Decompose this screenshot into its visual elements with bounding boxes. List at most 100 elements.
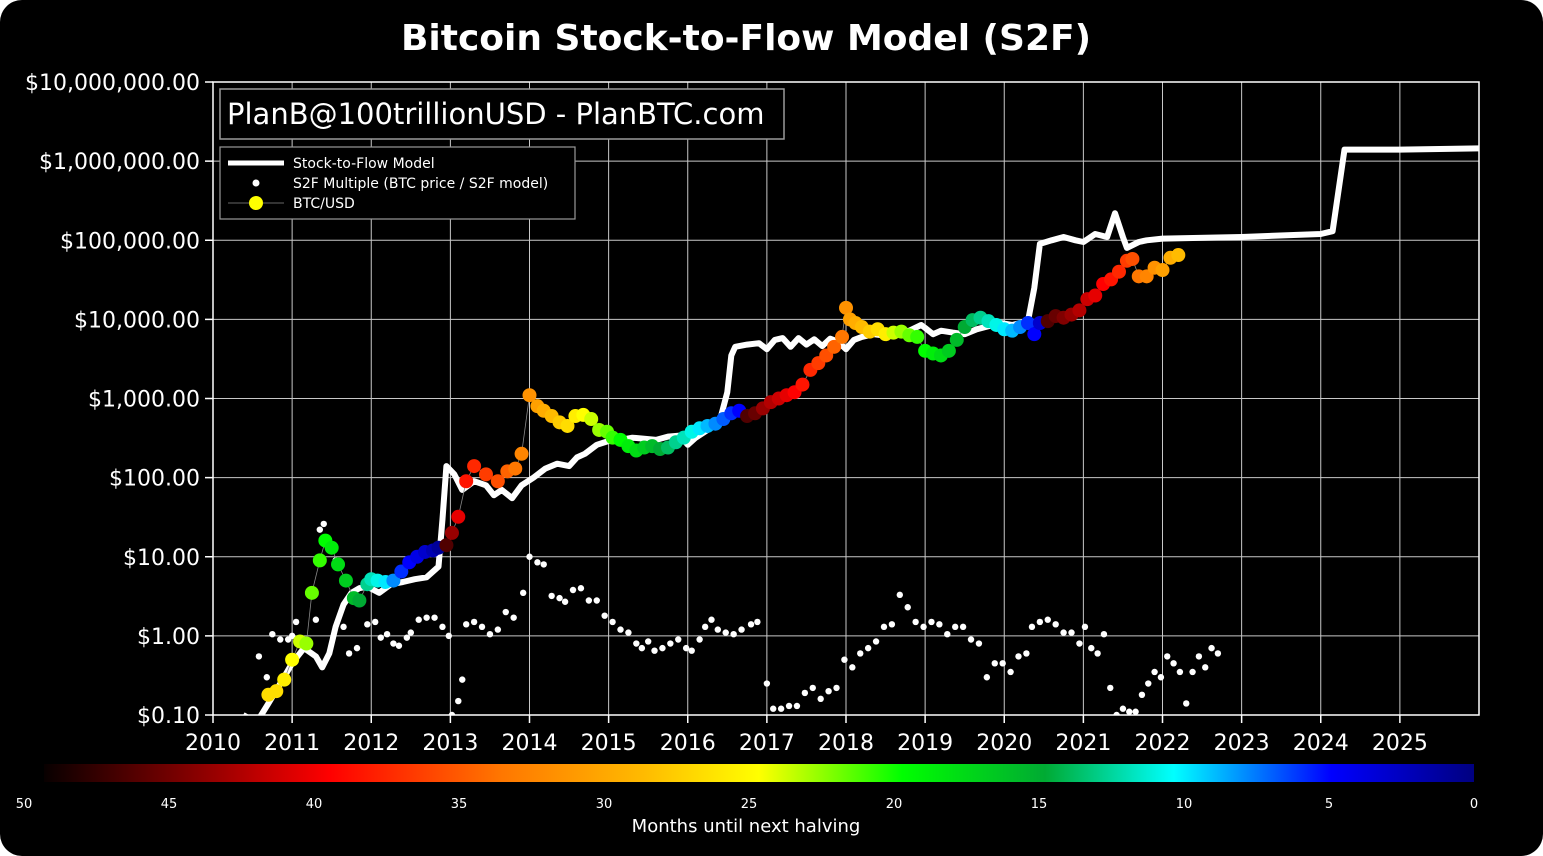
colorbar <box>44 764 1474 782</box>
s2f-multiple-point <box>263 674 271 681</box>
s2f-multiple-point <box>696 636 703 643</box>
s2f-multiple-point <box>1176 668 1184 676</box>
x-tick-label: 2022 <box>1135 731 1191 756</box>
s2f-multiple-point <box>617 626 624 633</box>
x-tick-label: 2017 <box>739 731 795 756</box>
y-tick-label: $1.00 <box>137 625 200 650</box>
s2f-multiple-point <box>445 632 452 640</box>
s2f-multiple-point <box>1068 629 1075 636</box>
s2f-multiple-point <box>510 614 517 621</box>
colorbar-tick-label: 5 <box>1325 797 1333 812</box>
btc-price-point <box>941 343 956 358</box>
y-tick-label: $1,000.00 <box>88 388 200 413</box>
plot-border <box>212 81 1480 716</box>
s2f-multiple-point <box>912 618 919 626</box>
btc-price-point <box>1171 248 1186 263</box>
x-tick-label: 2019 <box>897 731 953 756</box>
s2f-multiple-point <box>936 621 943 628</box>
s2f-multiple-point <box>1214 650 1222 657</box>
s2f-multiple-point <box>494 626 502 633</box>
btc-price-point <box>522 388 537 403</box>
s2f-multiple-point <box>1088 644 1095 652</box>
s2f-multiple-point <box>638 644 646 652</box>
s2f-multiple-point <box>288 632 296 640</box>
btc-price-point <box>478 467 493 482</box>
btc-price-point <box>352 593 367 608</box>
s2f-multiple-point <box>1183 700 1190 707</box>
btc-price-point <box>304 585 319 600</box>
s2f-multiple-point <box>708 616 715 623</box>
s2f-multiple-point <box>659 644 666 652</box>
s2f-multiple-point <box>415 616 422 623</box>
s2f-multiple-point <box>486 630 494 638</box>
s2f-multiple-point <box>1081 623 1089 631</box>
s2f-multiple-point <box>991 660 998 667</box>
btc-price-point <box>1072 303 1087 318</box>
s2f-multiple-point <box>540 561 547 568</box>
s2f-multiple-point <box>1189 668 1196 676</box>
s2f-multiple-point <box>1007 668 1014 676</box>
x-tick-label: 2023 <box>1214 731 1270 756</box>
s2f-multiple-series <box>255 520 1222 715</box>
s2f-multiple-point <box>320 520 327 528</box>
btc-price-point <box>1125 251 1140 266</box>
chart-title: Bitcoin Stock-to-Flow Model (S2F) <box>401 18 1091 59</box>
s2f-multiple-point <box>777 705 785 712</box>
btc-price-point <box>1155 263 1170 278</box>
s2f-multiple-point <box>983 674 991 681</box>
x-tick-label: 2010 <box>185 731 241 756</box>
s2f-multiple-point <box>1145 680 1152 687</box>
s2f-multiple-point <box>292 618 300 626</box>
s2f-multiple-point <box>470 618 478 626</box>
s2f-multiple-point <box>625 629 632 636</box>
colorbar-tick-label: 50 <box>16 797 33 812</box>
s2f-multiple-point <box>667 640 674 647</box>
btc-price-point <box>1020 315 1035 330</box>
x-tick-label: 2025 <box>1372 731 1428 756</box>
s2f-multiple-point <box>651 647 658 654</box>
s2f-multiple-point <box>1164 653 1171 660</box>
s2f-multiple-point <box>730 630 737 638</box>
btc-price-point <box>394 564 409 579</box>
colorbar-tick-label: 30 <box>596 797 613 812</box>
btc-price-point <box>514 446 529 461</box>
s2f-multiple-point <box>864 644 872 652</box>
legend-multiple-label: S2F Multiple (BTC price / S2F model) <box>293 176 548 192</box>
s2f-multiple-point <box>896 591 904 599</box>
colorbar-tick-label: 10 <box>1176 797 1193 812</box>
colorbar-tick-label: 15 <box>1031 797 1048 812</box>
s2f-multiple-point <box>407 629 415 636</box>
btc-price-point <box>277 672 292 687</box>
s2f-multiple-point <box>793 702 801 710</box>
btc-price-point <box>835 329 850 344</box>
btc-price-point <box>560 418 575 433</box>
legend-btc-swatch <box>249 196 263 210</box>
btc-price-point <box>490 474 505 489</box>
y-tick-label: $100.00 <box>109 467 200 492</box>
s2f-model-line <box>243 145 1479 715</box>
annotation-text: PlanB@100trillionUSD - PlanBTC.com <box>227 97 764 131</box>
s2f-multiple-point <box>556 594 563 602</box>
s2f-multiple-point <box>1094 650 1101 657</box>
s2f-multiple-point <box>1107 684 1114 692</box>
s2f-multiple-point <box>1113 711 1120 715</box>
btc-price-point <box>459 474 474 489</box>
legend-box <box>219 146 576 220</box>
btc-price-point <box>386 573 401 588</box>
s2f-multiple-point <box>747 621 755 628</box>
s2f-multiple-point <box>463 621 470 628</box>
y-tick-label: $10.00 <box>123 546 200 571</box>
s2f-multiple-point <box>1202 664 1209 671</box>
s2f-multiple-point <box>880 623 888 631</box>
legend: Stock-to-Flow Model S2F Multiple (BTC pr… <box>219 146 576 220</box>
s2f-multiple-point <box>675 636 682 643</box>
btc-price-point <box>269 684 284 699</box>
colorbar-tick-label: 40 <box>306 797 323 812</box>
s2f-multiple-point <box>1126 708 1133 715</box>
colorbar-tick-label: 35 <box>451 797 468 812</box>
annotation-box: PlanB@100trillionUSD - PlanBTC.com <box>219 88 785 140</box>
s2f-multiple-point <box>738 626 745 633</box>
s2f-multiple-point <box>714 626 722 633</box>
s2f-multiple-point <box>1138 691 1146 699</box>
s2f-multiple-point <box>353 644 361 652</box>
